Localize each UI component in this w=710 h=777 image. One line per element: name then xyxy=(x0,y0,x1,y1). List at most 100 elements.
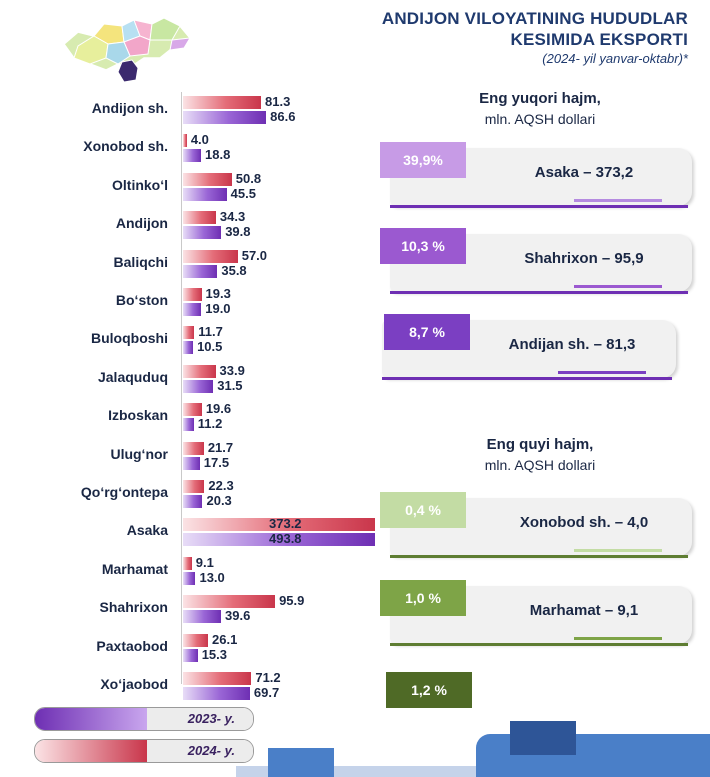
bar-2023 xyxy=(183,687,250,700)
value-label-2023: 11.2 xyxy=(197,416,223,432)
legend-label-2023: 2023- y. xyxy=(187,711,235,726)
category-label: Qo‘rg‘ontepa xyxy=(80,484,168,500)
top-card-3: 8,7 % Andijan sh. – 81,3 xyxy=(372,314,676,382)
legend-2024: 2024- y. xyxy=(34,739,254,763)
low-volume-heading: Eng quyi hajm, mln. AQSH dollari xyxy=(440,436,640,473)
top-card-1: 39,9% Asaka – 373,2 xyxy=(380,142,692,210)
legend-pad xyxy=(147,708,253,730)
card-accent xyxy=(574,549,662,552)
low-card-1: 0,4 % Xonobod sh. – 4,0 xyxy=(380,492,692,560)
bar-2023 xyxy=(183,456,200,470)
low-unit-text: mln. AQSH dollari xyxy=(484,457,596,473)
value-label-2024: 57.0 xyxy=(241,247,268,263)
value-label-2024: 33.9 xyxy=(219,362,245,378)
card-underline xyxy=(390,205,688,208)
share-badge: 39,9% xyxy=(380,142,466,178)
card-label: Shahrixon – 95,9 xyxy=(524,250,644,267)
value-label-2024: 373.2 xyxy=(269,516,302,532)
value-label-2023: 15.3 xyxy=(201,646,227,662)
card-label: Xonobod sh. – 4,0 xyxy=(519,514,649,531)
value-label-2023: 86.6 xyxy=(270,109,296,124)
title-line-1: ANDIJON VILOYATINING HUDUDLAR xyxy=(381,9,688,28)
footer-tab xyxy=(510,721,576,755)
value-label-2023: 39.6 xyxy=(225,608,251,624)
value-label-2024: 81.3 xyxy=(265,94,291,109)
bar-2024 xyxy=(183,211,216,225)
value-label-2023: 10.5 xyxy=(197,339,223,355)
bar-2023 xyxy=(183,187,227,201)
bar-2023 xyxy=(183,379,214,393)
top-card-2: 10,3 % Shahrixon – 95,9 xyxy=(380,228,692,296)
bar-2023 xyxy=(183,264,218,278)
category-label: Oltinko‘l xyxy=(112,176,168,193)
value-label-2024: 4.0 xyxy=(190,132,209,148)
category-label: Izboskan xyxy=(108,407,168,424)
region-map-icon xyxy=(62,17,191,83)
bar-2024 xyxy=(183,249,238,263)
category-label: Xonobod sh. xyxy=(83,138,168,155)
top-volume-heading: Eng yuqori hajm, mln. AQSH dollari xyxy=(440,90,640,127)
value-label-2023: 13.0 xyxy=(199,569,225,585)
share-badge: 1,2 % xyxy=(386,672,472,708)
top-heading-text: Eng yuqori hajm, xyxy=(479,90,601,107)
footer-band xyxy=(236,766,710,777)
chart-title: ANDIJON VILOYATINING HUDUDLAR KESIMIDA E… xyxy=(382,8,688,68)
value-label-2024: 26.1 xyxy=(212,631,238,647)
chart-axis xyxy=(181,92,182,684)
category-label: Andijon sh. xyxy=(91,100,168,116)
card-label: Marhamat – 9,1 xyxy=(529,602,639,619)
bar-2024 xyxy=(183,172,232,186)
card-underline xyxy=(390,643,688,646)
title-line-2: KESIMIDA EKSPORTI xyxy=(510,30,688,49)
bar-2024 xyxy=(183,480,205,493)
low-card-2: 1,0 % Marhamat – 9,1 xyxy=(380,580,692,648)
value-label-2023: 69.7 xyxy=(253,685,280,700)
value-label-2023: 35.8 xyxy=(221,262,247,278)
bar-2023 xyxy=(183,571,196,585)
title-period: (2024- yil yanvar-oktabr)* xyxy=(542,51,688,66)
category-label: Marhamat xyxy=(101,560,168,577)
bar-2024 xyxy=(183,441,204,455)
bar-2023 xyxy=(183,418,194,432)
bar-2024 xyxy=(183,326,195,340)
bar-2023 xyxy=(183,533,375,547)
bar-2024 xyxy=(183,403,202,417)
value-label-2023: 20.3 xyxy=(206,493,232,508)
card-accent xyxy=(558,371,646,374)
legend-2023: 2023- y. xyxy=(34,707,254,731)
bar-2023 xyxy=(183,495,203,508)
value-label-2024: 19.3 xyxy=(205,286,231,301)
card-underline xyxy=(382,377,672,380)
legend-label-2024: 2024- y. xyxy=(187,743,235,758)
value-label-2023: 45.5 xyxy=(230,185,256,201)
bar-2024 xyxy=(183,633,209,647)
value-label-2024: 71.2 xyxy=(255,670,281,685)
value-label-2024: 9.1 xyxy=(195,554,214,570)
value-label-2023: 31.5 xyxy=(217,377,243,393)
category-label: Buloqboshi xyxy=(91,330,168,347)
card-accent xyxy=(574,199,662,202)
export-bar-chart: Andijon sh. 81.3 86.6 Xonobod sh. 4.0 18.8 Olt… xyxy=(0,88,380,700)
bar-2024 xyxy=(183,672,252,685)
card-accent xyxy=(574,285,662,288)
bar-2023 xyxy=(183,149,202,163)
value-label-2024: 34.3 xyxy=(219,209,246,225)
bar-2024 xyxy=(183,134,187,148)
share-badge: 0,4 % xyxy=(380,492,466,528)
category-label: Andijon xyxy=(115,215,168,232)
card-accent xyxy=(574,637,662,640)
value-label-2024: 21.7 xyxy=(207,439,234,455)
share-badge: 1,0 % xyxy=(380,580,466,616)
card-underline xyxy=(390,555,688,558)
card-label: Andijan sh. – 81,3 xyxy=(508,336,636,353)
low-heading-text: Eng quyi hajm, xyxy=(486,436,594,453)
card-underline xyxy=(390,291,688,294)
bar-2023 xyxy=(183,610,222,624)
value-label-2023: 19.0 xyxy=(205,301,231,316)
low-card-3: 1,2 % xyxy=(380,672,490,712)
bar-2023 xyxy=(183,648,198,662)
value-label-2023: 17.5 xyxy=(203,454,230,470)
bar-2024 xyxy=(183,518,375,532)
bar-2024 xyxy=(183,288,202,301)
bar-2024 xyxy=(183,595,276,609)
